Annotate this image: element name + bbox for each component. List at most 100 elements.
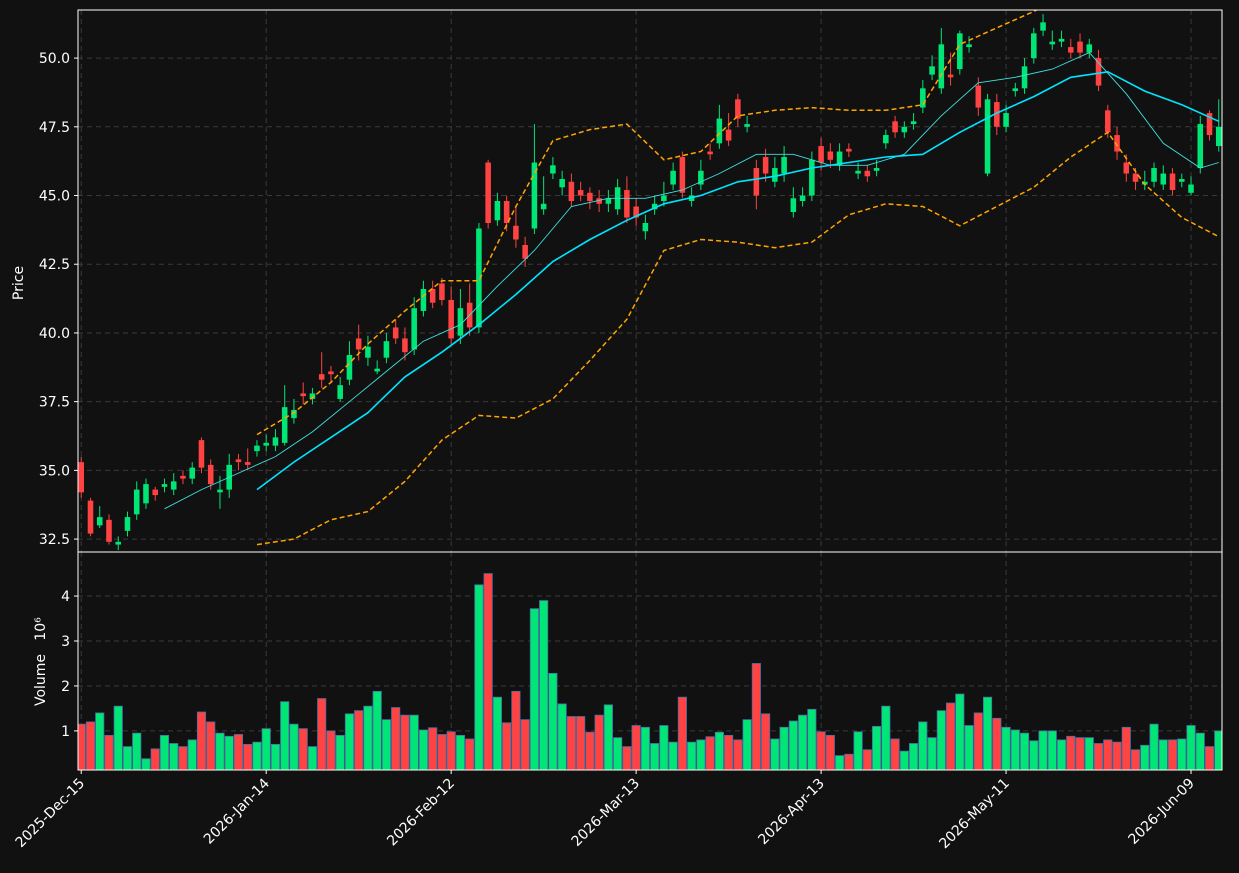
volume-bar: [215, 732, 225, 770]
volume-bar: [733, 739, 743, 770]
volume-bar: [95, 712, 105, 770]
candle-body: [374, 368, 380, 372]
volume-bar: [132, 732, 142, 770]
candle-body: [457, 308, 464, 336]
volume-bar: [992, 717, 1002, 770]
candle-body: [735, 99, 741, 119]
volume-bar: [918, 721, 928, 770]
volume-bar: [677, 696, 687, 770]
volume-bar: [511, 690, 521, 770]
volume-bar: [372, 690, 382, 770]
candle-body: [707, 151, 713, 155]
candle-body: [1142, 181, 1148, 185]
candle-body: [513, 225, 519, 240]
volume-bar: [455, 734, 465, 770]
y-tick-label: 4: [61, 589, 70, 605]
volume-bar: [751, 663, 761, 770]
volume-bar: [502, 722, 512, 770]
candle-body: [383, 341, 390, 358]
candle-body: [365, 346, 371, 358]
volume-bar: [344, 713, 354, 770]
volume-bar: [409, 714, 419, 770]
candle-body: [855, 170, 861, 174]
candle-body: [78, 462, 85, 493]
candle-body: [846, 148, 852, 152]
candle-body: [836, 151, 843, 166]
volume-bar: [465, 738, 475, 770]
candle-body: [938, 44, 945, 89]
volume-bar: [696, 739, 706, 770]
candle-body: [642, 223, 649, 232]
volume-bar: [1029, 740, 1039, 770]
candle-body: [402, 338, 408, 353]
candle-body: [744, 124, 750, 127]
volume-bar: [539, 600, 549, 770]
candle-body: [522, 244, 528, 259]
volume-bar: [585, 731, 595, 770]
candle-body: [790, 198, 797, 213]
y-tick-label: 35.0: [39, 463, 70, 479]
volume-bar: [807, 708, 817, 770]
candle-body: [679, 157, 686, 193]
volume-bar: [890, 738, 900, 770]
volume-bar: [1167, 739, 1178, 770]
candle-body: [531, 162, 538, 229]
volume-bar: [714, 731, 724, 770]
volume-bar: [1186, 725, 1196, 770]
candle-body: [420, 288, 427, 311]
volume-bar: [1001, 726, 1011, 770]
candle-body: [198, 440, 205, 468]
candle-body: [1086, 44, 1093, 53]
candle-body: [291, 409, 297, 419]
candle-body: [217, 489, 223, 493]
volume-bar: [1019, 732, 1030, 770]
volume-bar: [428, 727, 438, 770]
overlay-line: [256, 10, 1039, 436]
volume-bar: [825, 734, 835, 770]
candle-body: [892, 121, 898, 133]
volume-bar: [196, 711, 207, 770]
candle-body: [1160, 173, 1167, 185]
volume-bar: [631, 725, 641, 770]
volume-bar: [603, 704, 613, 770]
candle-body: [494, 201, 501, 221]
candle-body: [818, 146, 824, 163]
volume-bar: [1130, 749, 1141, 770]
candle-body: [633, 206, 639, 218]
candle-body: [254, 445, 260, 452]
volume-bar: [270, 743, 281, 770]
volume-bar: [206, 721, 216, 770]
candle-body: [698, 170, 704, 185]
candle-body: [772, 168, 778, 182]
volume-bar: [483, 573, 493, 770]
volume-bar: [1084, 737, 1094, 770]
volume-bar: [687, 741, 697, 770]
candle-body: [87, 500, 94, 534]
candle-body: [161, 484, 168, 487]
volume-bar: [640, 726, 650, 770]
volume-axis-label: Volume: [33, 654, 49, 706]
candle-body: [1021, 66, 1028, 89]
candle-body: [1012, 88, 1019, 92]
candle-body: [1003, 113, 1009, 127]
volume-bar: [243, 743, 253, 770]
volume-bar: [391, 707, 401, 770]
candle-body: [1132, 173, 1139, 182]
candle-body: [180, 475, 186, 479]
candle-body: [559, 179, 565, 188]
volume-bar: [474, 584, 484, 770]
volume-bar: [437, 734, 447, 770]
volume-bar: [668, 741, 678, 770]
volume-bar: [113, 705, 123, 770]
volume-bar: [742, 719, 752, 770]
y-axis-label: Price: [11, 266, 27, 300]
candle-body: [873, 168, 880, 171]
volume-bar: [816, 731, 826, 770]
candle-body: [596, 198, 602, 204]
candle-body: [984, 99, 991, 174]
candle-body: [263, 442, 269, 446]
volume-bar: [141, 758, 151, 770]
volume-bar: [1140, 744, 1150, 770]
volume-bar: [529, 608, 539, 770]
